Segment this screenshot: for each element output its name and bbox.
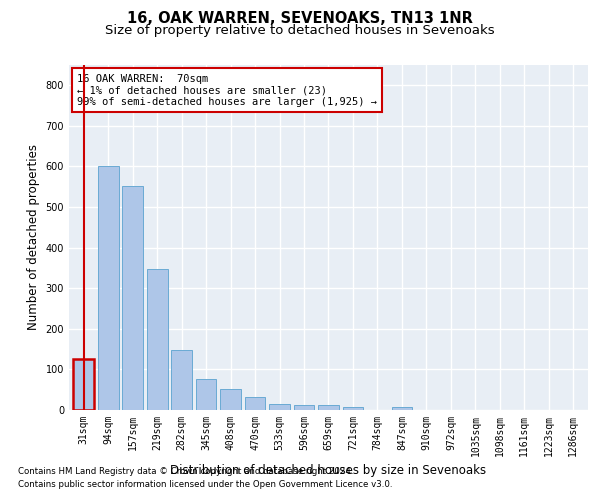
Bar [392, 407, 412, 410]
Bar [269, 404, 290, 410]
Text: Size of property relative to detached houses in Sevenoaks: Size of property relative to detached ho… [105, 24, 495, 37]
Bar [318, 405, 339, 410]
Text: Contains public sector information licensed under the Open Government Licence v3: Contains public sector information licen… [18, 480, 392, 489]
Text: Contains HM Land Registry data © Crown copyright and database right 2024.: Contains HM Land Registry data © Crown c… [18, 467, 353, 476]
Bar [245, 398, 265, 410]
Bar [220, 390, 241, 410]
Bar [147, 269, 167, 410]
Bar [98, 166, 119, 410]
Text: 16 OAK WARREN:  70sqm
← 1% of detached houses are smaller (23)
99% of semi-detac: 16 OAK WARREN: 70sqm ← 1% of detached ho… [77, 74, 377, 107]
Text: 16, OAK WARREN, SEVENOAKS, TN13 1NR: 16, OAK WARREN, SEVENOAKS, TN13 1NR [127, 11, 473, 26]
Y-axis label: Number of detached properties: Number of detached properties [27, 144, 40, 330]
Bar [122, 186, 143, 410]
Bar [293, 404, 314, 410]
Bar [343, 407, 364, 410]
X-axis label: Distribution of detached houses by size in Sevenoaks: Distribution of detached houses by size … [170, 464, 487, 477]
Bar [196, 378, 217, 410]
Bar [171, 350, 192, 410]
Bar [73, 360, 94, 410]
